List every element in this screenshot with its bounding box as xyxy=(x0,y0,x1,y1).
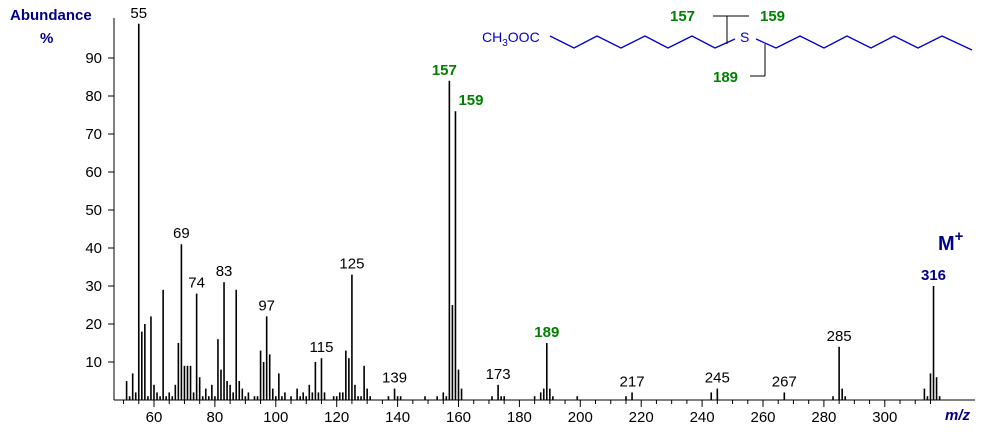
alkyl-chain-left xyxy=(549,35,736,49)
peak-label: 83 xyxy=(216,263,233,280)
peak-label: 245 xyxy=(705,370,730,387)
sulfur-atom-label: S xyxy=(740,29,749,45)
x-tick-label: 280 xyxy=(811,409,836,426)
molecular-ion-symbol: M xyxy=(938,233,955,255)
peak-label: 97 xyxy=(258,297,275,314)
x-tick-label: 220 xyxy=(629,409,654,426)
peak-label: 157 xyxy=(432,62,457,79)
x-tick-label: 240 xyxy=(690,409,715,426)
peak-label: 189 xyxy=(534,324,559,341)
x-tick-label: 100 xyxy=(263,409,288,426)
peaks xyxy=(125,23,941,400)
x-tick-label: 260 xyxy=(750,409,775,426)
y-axis-title-line1: Abundance xyxy=(10,7,92,24)
peak-label: 139 xyxy=(382,370,407,387)
peak-label: 69 xyxy=(173,225,190,242)
y-tick-label: 70 xyxy=(85,126,102,143)
y-tick-label: 90 xyxy=(85,50,102,67)
peak-label: 217 xyxy=(620,373,645,390)
y-tick-label: 10 xyxy=(85,354,102,371)
x-tick-label: 300 xyxy=(872,409,897,426)
peak-label: 285 xyxy=(827,328,852,345)
peak-label: 267 xyxy=(772,373,797,390)
peak-label: 115 xyxy=(310,339,334,356)
alkyl-chain-right xyxy=(755,35,973,51)
fragment-157-label: 157 xyxy=(670,8,695,25)
y-tick-label: 20 xyxy=(85,316,102,333)
structure-diagram: CH3OOC S 157 159 189 xyxy=(482,8,973,86)
x-tick-label: 200 xyxy=(568,409,593,426)
x-tick-label: 160 xyxy=(446,409,471,426)
y-tick-label: 40 xyxy=(85,240,102,257)
x-tick-label: 60 xyxy=(146,409,163,426)
x-axis-title: m/z xyxy=(945,407,971,424)
x-tick-label: 80 xyxy=(207,409,224,426)
y-tick-label: 60 xyxy=(85,164,102,181)
x-ticks: 60 80 100 120 140 160 180 200 220 240 260 280 300 xyxy=(123,400,931,426)
peak-label: 55 xyxy=(130,5,147,22)
y-axis-title-line2: % xyxy=(40,30,53,47)
y-tick-label: 80 xyxy=(85,88,102,105)
peak-label: 159 xyxy=(458,92,483,109)
x-tick-label: 140 xyxy=(385,409,410,426)
peak-label: 173 xyxy=(486,366,511,383)
x-tick-label: 120 xyxy=(324,409,349,426)
molecular-ion-label: M+ xyxy=(938,228,964,255)
fragment-189-label: 189 xyxy=(713,69,738,86)
x-tick-label: 180 xyxy=(507,409,532,426)
y-tick-label: 50 xyxy=(85,202,102,219)
ester-prefix: CH xyxy=(482,29,502,45)
peak-label: 316 xyxy=(921,267,946,284)
y-tick-label: 30 xyxy=(85,278,102,295)
ester-group-label: CH3OOC xyxy=(482,29,540,49)
y-ticks: 10 20 30 40 50 60 70 80 90 xyxy=(85,50,114,371)
peak-label: 74 xyxy=(188,275,205,292)
peak-label: 125 xyxy=(339,256,364,273)
molecular-ion-charge: + xyxy=(955,228,964,245)
fragment-159-label: 159 xyxy=(760,8,785,25)
ester-suffix: OOC xyxy=(508,29,540,45)
ester-subscript: 3 xyxy=(502,38,508,49)
